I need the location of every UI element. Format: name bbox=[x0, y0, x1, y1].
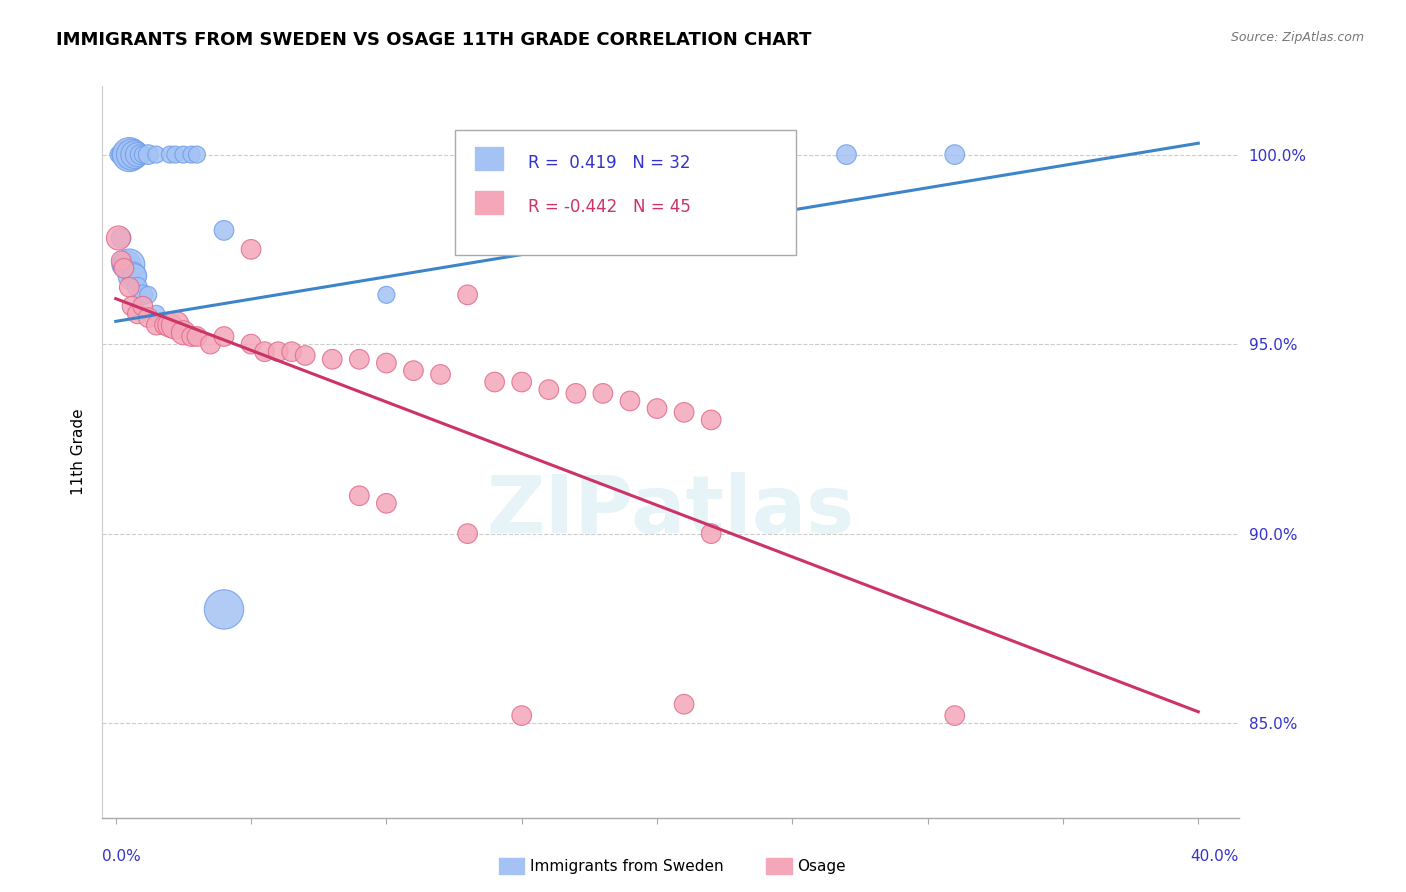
Point bbox=[153, 318, 176, 333]
Point bbox=[943, 708, 966, 723]
Point bbox=[115, 258, 138, 272]
Point bbox=[110, 231, 132, 245]
Point bbox=[402, 364, 425, 378]
Point bbox=[180, 147, 202, 161]
Text: IMMIGRANTS FROM SWEDEN VS OSAGE 11TH GRADE CORRELATION CHART: IMMIGRANTS FROM SWEDEN VS OSAGE 11TH GRA… bbox=[56, 31, 811, 49]
Point bbox=[280, 344, 302, 359]
Point bbox=[121, 299, 143, 313]
Point bbox=[132, 288, 155, 302]
Point bbox=[129, 147, 152, 161]
Point bbox=[510, 708, 533, 723]
Bar bbox=[475, 146, 503, 170]
Point bbox=[835, 147, 858, 161]
Point bbox=[136, 288, 159, 302]
Point bbox=[132, 147, 155, 161]
Point bbox=[212, 223, 235, 237]
Point bbox=[457, 526, 479, 541]
Point bbox=[240, 337, 263, 351]
Point bbox=[112, 261, 135, 276]
Bar bbox=[475, 191, 503, 214]
Point bbox=[136, 147, 159, 161]
Point bbox=[294, 349, 316, 363]
Point bbox=[110, 253, 132, 268]
Point bbox=[159, 318, 181, 333]
Point bbox=[700, 413, 723, 427]
Point bbox=[121, 268, 143, 283]
Point bbox=[127, 147, 149, 161]
Point bbox=[349, 352, 371, 367]
Point bbox=[673, 697, 696, 711]
Point bbox=[186, 147, 208, 161]
Point bbox=[619, 394, 641, 409]
Point bbox=[118, 258, 141, 272]
Point bbox=[112, 258, 135, 272]
Point bbox=[375, 496, 398, 510]
Point bbox=[186, 329, 208, 343]
Point bbox=[267, 344, 290, 359]
Point bbox=[118, 147, 141, 161]
Point bbox=[484, 375, 506, 389]
Point bbox=[112, 147, 135, 161]
Point bbox=[124, 268, 146, 283]
Point bbox=[127, 307, 149, 321]
Text: 0.0%: 0.0% bbox=[103, 849, 141, 864]
Point bbox=[115, 147, 138, 161]
Point bbox=[127, 280, 149, 294]
Text: R = -0.442   N = 45: R = -0.442 N = 45 bbox=[529, 198, 692, 216]
Point bbox=[510, 375, 533, 389]
Point bbox=[429, 368, 451, 382]
Point bbox=[592, 386, 614, 401]
Point bbox=[240, 243, 263, 257]
Point bbox=[145, 318, 167, 333]
Point bbox=[943, 147, 966, 161]
Point bbox=[165, 147, 187, 161]
Point bbox=[700, 526, 723, 541]
Point bbox=[121, 147, 143, 161]
Point bbox=[212, 329, 235, 343]
Point bbox=[118, 280, 141, 294]
Point bbox=[565, 386, 588, 401]
Point bbox=[645, 401, 668, 416]
Point bbox=[200, 337, 222, 351]
Point bbox=[172, 147, 194, 161]
Text: R =  0.419   N = 32: R = 0.419 N = 32 bbox=[529, 154, 690, 172]
Point bbox=[321, 352, 343, 367]
Point bbox=[136, 310, 159, 325]
Text: 40.0%: 40.0% bbox=[1191, 849, 1239, 864]
Point bbox=[253, 344, 276, 359]
Point bbox=[172, 326, 194, 340]
Point bbox=[375, 288, 398, 302]
Text: Immigrants from Sweden: Immigrants from Sweden bbox=[530, 859, 724, 873]
Point bbox=[165, 318, 187, 333]
Point bbox=[180, 329, 202, 343]
Point bbox=[107, 147, 129, 161]
Point bbox=[537, 383, 560, 397]
Point bbox=[673, 405, 696, 419]
Point bbox=[110, 147, 132, 161]
Text: Source: ZipAtlas.com: Source: ZipAtlas.com bbox=[1230, 31, 1364, 45]
Point bbox=[145, 147, 167, 161]
Text: Osage: Osage bbox=[797, 859, 846, 873]
Text: ZIPatlas: ZIPatlas bbox=[486, 472, 855, 549]
Point bbox=[349, 489, 371, 503]
FancyBboxPatch shape bbox=[454, 130, 796, 254]
Point bbox=[132, 299, 155, 313]
Point bbox=[145, 307, 167, 321]
Point bbox=[212, 602, 235, 616]
Point bbox=[375, 356, 398, 370]
Point bbox=[457, 288, 479, 302]
Point bbox=[159, 147, 181, 161]
Point bbox=[107, 231, 129, 245]
Y-axis label: 11th Grade: 11th Grade bbox=[72, 409, 86, 495]
Point bbox=[124, 147, 146, 161]
